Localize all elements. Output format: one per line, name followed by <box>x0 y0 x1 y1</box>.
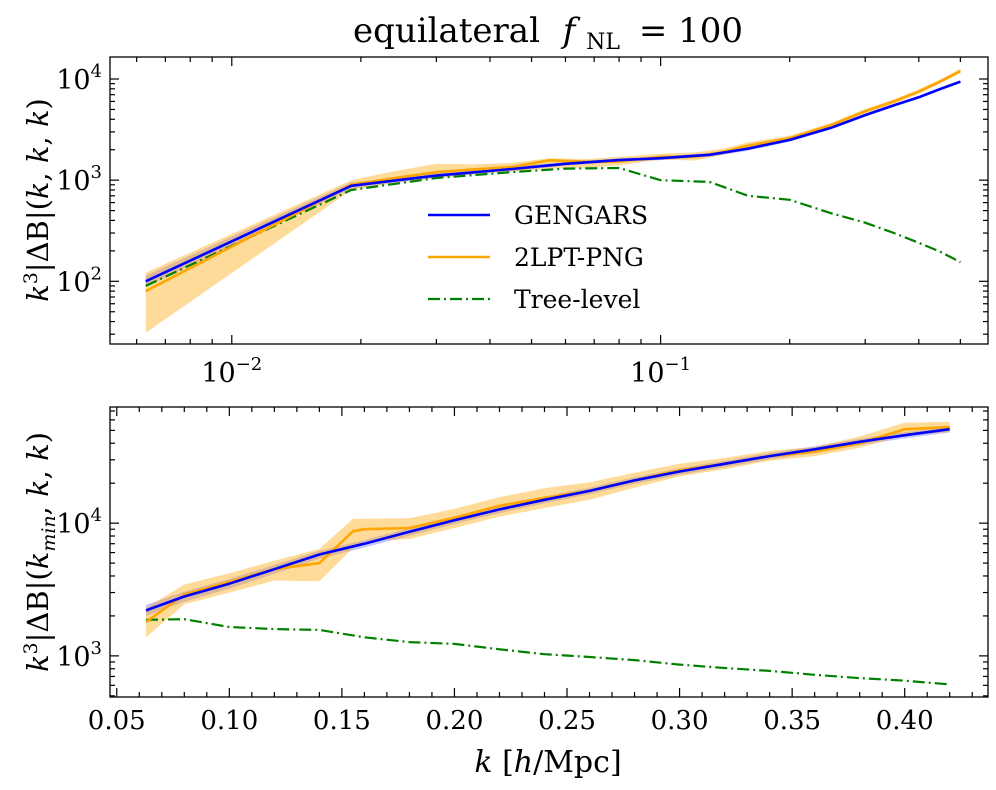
bottom-line-tree-level <box>145 618 950 686</box>
bottom-ticklabels: 103 104 0.05 0.10 0.15 0.20 0.25 0.30 0.35 0.40 <box>56 505 933 736</box>
title-value: = 100 <box>639 11 743 51</box>
bottom-ytick-label: 104 <box>56 505 102 540</box>
top-ytick-label: 104 <box>56 61 102 96</box>
bottom-xtick-label: 0.25 <box>538 706 596 736</box>
figure-title: equilateral f NL = 100 <box>353 11 743 58</box>
top-band-2lpt-png <box>145 68 961 333</box>
top-xtick-label: 10−1 <box>630 354 691 389</box>
legend-item-tree-level: Tree-level <box>428 285 640 314</box>
bottom-band-gengars <box>146 426 950 616</box>
legend: GENGARS 2LPT-PNG Tree-level <box>428 201 648 314</box>
legend-label: Tree-level <box>514 285 640 314</box>
bottom-xtick-label: 0.40 <box>876 706 934 736</box>
title-fnl-symbol: f <box>560 11 581 51</box>
bottom-x-axis-label: k [h/Mpc] <box>474 745 621 780</box>
bottom-ytick-label: 103 <box>56 638 102 673</box>
top-ytick-label: 103 <box>56 162 102 197</box>
bottom-xtick-label: 0.05 <box>88 706 146 736</box>
title-text: equilateral <box>353 11 540 51</box>
legend-item-2lpt-png: 2LPT-PNG <box>428 243 644 272</box>
bottom-y-axis-label: k3|ΔB|(kmin, k, k) <box>20 432 60 672</box>
bottom-xtick-label: 0.35 <box>763 706 821 736</box>
bottom-xtick-label: 0.10 <box>200 706 258 736</box>
top-lines <box>145 69 962 293</box>
top-bands <box>145 68 961 333</box>
top-ticklabels: 102 103 104 10−2 10−1 <box>56 61 691 389</box>
bottom-bands <box>146 421 950 638</box>
legend-item-gengars: GENGARS <box>428 201 648 230</box>
top-line-gengars <box>145 80 961 283</box>
bottom-xtick-label: 0.20 <box>426 706 484 736</box>
top-plot-frame <box>109 56 989 345</box>
top-xtick-label: 10−2 <box>201 354 262 389</box>
title-fnl-sub: NL <box>586 30 620 55</box>
bottom-line-2lpt-png <box>145 425 950 624</box>
bottom-lines <box>145 425 950 686</box>
top-y-axis-label: k3|ΔB|(k, k, k) <box>20 98 55 302</box>
top-ticks <box>110 57 988 344</box>
legend-label: GENGARS <box>514 201 648 230</box>
top-line-tree-level <box>145 166 961 287</box>
top-panel: 102 103 104 10−2 10−1 k3|ΔB|(k, k, k) GENGAR… <box>20 56 989 389</box>
legend-label: 2LPT-PNG <box>514 243 644 272</box>
top-ytick-label: 102 <box>56 263 102 298</box>
bottom-ticks <box>110 407 988 697</box>
bottom-panel: 103 104 0.05 0.10 0.15 0.20 0.25 0.30 0.35 0.40 k… <box>20 406 989 780</box>
bottom-xtick-label: 0.15 <box>313 706 371 736</box>
bottom-line-gengars <box>145 427 950 612</box>
bottom-xtick-label: 0.30 <box>651 706 709 736</box>
bottom-band-2lpt-png <box>146 421 950 638</box>
